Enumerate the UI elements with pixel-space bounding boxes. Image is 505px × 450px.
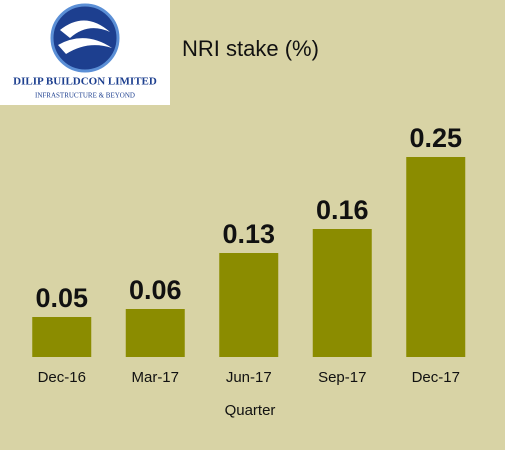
- x-tick-label: Sep-17: [318, 369, 366, 386]
- value-label: 0.06: [129, 275, 182, 305]
- logo-name: DILIP BUILDCON LIMITED: [13, 76, 157, 88]
- bar: [32, 317, 92, 357]
- logo-tagline: INFRASTRUCTURE & BEYOND: [35, 92, 135, 100]
- bar: [125, 309, 185, 357]
- value-label: 0.16: [316, 195, 369, 225]
- x-axis-label: Quarter: [225, 402, 276, 419]
- x-tick-label: Jun-17: [226, 369, 272, 386]
- x-tick-label: Dec-17: [412, 369, 460, 386]
- value-label: 0.05: [35, 283, 88, 313]
- chart-title: NRI stake (%): [182, 36, 319, 61]
- value-label: 0.25: [409, 123, 462, 153]
- bar: [312, 229, 372, 357]
- logo-mark: [50, 3, 120, 73]
- x-tick-label: Mar-17: [131, 369, 179, 386]
- value-label: 0.13: [222, 219, 275, 249]
- bar: [219, 253, 279, 357]
- x-tick-label: Dec-16: [38, 369, 86, 386]
- bar: [406, 157, 466, 357]
